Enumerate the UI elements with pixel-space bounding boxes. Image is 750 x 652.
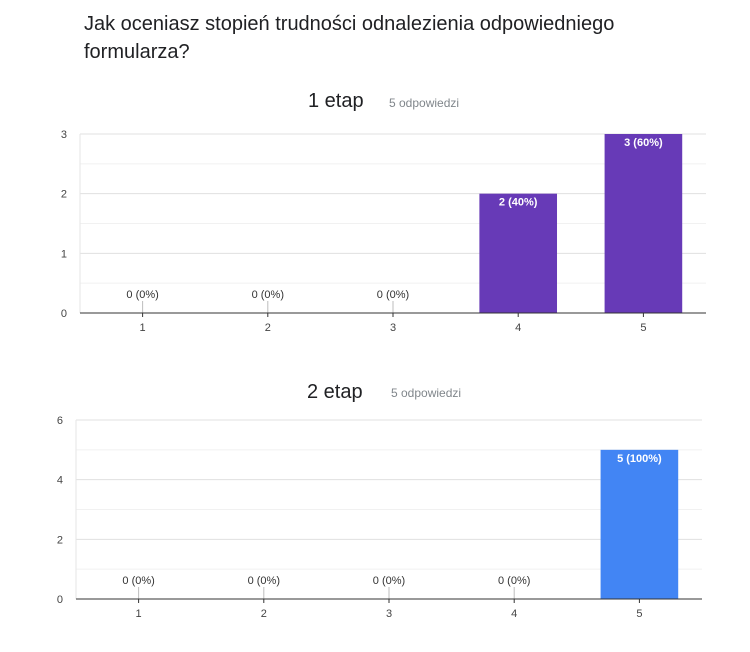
chart2-data-label: 0 (0%) xyxy=(498,575,530,587)
chart2-xtick-label: 3 xyxy=(386,608,392,620)
chart1-data-label: 0 (0%) xyxy=(252,289,284,301)
chart1-response-count: 5 odpowiedzi xyxy=(389,96,460,110)
chart2-data-label: 0 (0%) xyxy=(248,575,280,587)
chart2-title: 2 etap xyxy=(307,381,363,403)
chart2-bar-chart: 0 2 4 6 0 (0%) 1 0 (0%) 2 0 (0%) 3 0 (0%) 4 5 (100%)… xyxy=(57,415,702,620)
chart2-bar xyxy=(600,449,679,599)
chart2-xtick-label: 1 xyxy=(136,608,142,620)
question-title: Jak oceniasz stopień trudności odnalezie… xyxy=(84,13,615,63)
chart1-data-label: 2 (40%) xyxy=(499,197,538,209)
chart2-xtick-label: 4 xyxy=(511,608,517,620)
chart1-bar xyxy=(604,134,683,313)
chart2-data-label: 5 (100%) xyxy=(617,453,662,465)
chart1-xtick-label: 4 xyxy=(515,322,521,334)
chart1-data-label: 0 (0%) xyxy=(126,289,158,301)
chart1-title: 1 etap xyxy=(308,90,364,112)
chart1-xtick-label: 2 xyxy=(265,322,271,334)
chart2-ytick-label: 4 xyxy=(57,475,63,487)
chart1-data-label: 3 (60%) xyxy=(624,137,663,149)
chart1-xtick-label: 5 xyxy=(640,322,646,334)
chart1-xtick-label: 3 xyxy=(390,322,396,334)
chart2-xtick-label: 2 xyxy=(261,608,267,620)
chart2-ytick-label: 6 xyxy=(57,415,63,427)
chart1-bar xyxy=(479,193,558,313)
chart1-data-label: 0 (0%) xyxy=(377,289,409,301)
chart1-xtick-label: 1 xyxy=(140,322,146,334)
chart2-ytick-label: 0 xyxy=(57,594,63,606)
chart2-ytick-label: 2 xyxy=(57,534,63,546)
chart1-ytick-label: 0 xyxy=(61,308,67,320)
chart1-ytick-label: 3 xyxy=(61,129,67,141)
chart1-ytick-label: 2 xyxy=(61,189,67,201)
chart1-ytick-label: 1 xyxy=(61,248,67,260)
chart2-response-count: 5 odpowiedzi xyxy=(391,386,462,400)
chart2-data-label: 0 (0%) xyxy=(373,575,405,587)
chart2-xtick-label: 5 xyxy=(636,608,642,620)
chart2-data-label: 0 (0%) xyxy=(122,575,154,587)
chart1-bar-chart: 0 1 2 3 0 (0%) 1 0 (0%) 2 0 (0%) 3 2 (40%) 4 3 (60%)… xyxy=(61,129,706,334)
